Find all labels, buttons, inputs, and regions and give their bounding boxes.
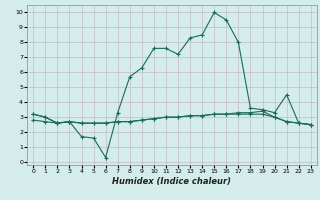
X-axis label: Humidex (Indice chaleur): Humidex (Indice chaleur) [113, 177, 231, 186]
